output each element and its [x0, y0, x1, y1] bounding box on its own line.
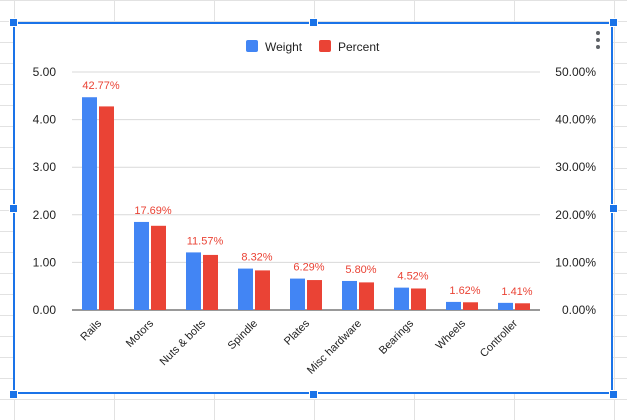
x-tick-label: Spindle — [226, 318, 260, 352]
data-label: 11.57% — [187, 235, 224, 247]
bar-percent[interactable] — [463, 302, 478, 310]
y-left-tick-label: 3.00 — [33, 160, 57, 174]
resize-handle-top-left[interactable] — [9, 18, 18, 27]
bar-weight[interactable] — [446, 301, 461, 310]
y-left-tick-label: 2.00 — [33, 208, 57, 222]
data-label: 1.41% — [501, 286, 532, 298]
y-right-tick-label: 10.00% — [555, 255, 596, 269]
resize-handle-middle-left[interactable] — [9, 204, 18, 213]
data-label: 17.69% — [134, 205, 172, 217]
resize-handle-bottom-right[interactable] — [609, 390, 618, 399]
legend-swatch — [319, 40, 331, 52]
bar-percent[interactable] — [411, 288, 426, 310]
legend-swatch — [246, 40, 258, 52]
bar-percent[interactable] — [359, 282, 374, 310]
data-label: 4.52% — [397, 271, 428, 283]
x-tick-label: Plates — [282, 317, 312, 347]
resize-handle-bottom-left[interactable] — [9, 390, 18, 399]
x-tick-label: Nuts & bolts — [158, 317, 209, 368]
legend-label[interactable]: Percent — [338, 40, 380, 54]
data-label: 5.80% — [345, 264, 376, 276]
bar-weight[interactable] — [238, 268, 253, 310]
y-right-tick-label: 40.00% — [555, 113, 596, 127]
bar-weight[interactable] — [394, 287, 409, 310]
y-left-tick-label: 0.00 — [33, 303, 57, 317]
bar-percent[interactable] — [203, 254, 218, 310]
y-right-tick-label: 30.00% — [555, 160, 596, 174]
y-right-tick-label: 20.00% — [555, 208, 596, 222]
y-right-tick-label: 0.00% — [562, 303, 596, 317]
axes: 0.00 0.00% 1.00 10.00% 2.00 20.00% 3.00 30.00% 4… — [33, 65, 597, 377]
x-tick-label: Misc hardware — [305, 318, 364, 377]
data-label: 1.62% — [449, 285, 480, 297]
gridlines — [72, 71, 540, 311]
bar-percent[interactable] — [307, 280, 322, 310]
legend[interactable]: Weight Percent — [246, 40, 380, 54]
resize-handle-top-center[interactable] — [309, 18, 318, 27]
bar-weight[interactable] — [82, 97, 97, 310]
bar-weight[interactable] — [342, 280, 357, 310]
x-tick-label: Bearings — [377, 317, 417, 357]
x-tick-label: Motors — [124, 317, 157, 350]
x-tick-label: Wheels — [434, 317, 469, 352]
bar-percent[interactable] — [151, 225, 166, 310]
y-right-tick-label: 50.00% — [555, 65, 596, 79]
x-tick-label: Rails — [78, 317, 104, 343]
bar-percent[interactable] — [255, 270, 270, 310]
bar-weight[interactable] — [290, 278, 305, 310]
y-left-tick-label: 1.00 — [33, 255, 57, 269]
data-labels: 42.77% 17.69% 11.57% 8.32% 6.29% 5.80% 4.52% 1.… — [82, 80, 532, 298]
y-left-tick-label: 5.00 — [33, 65, 57, 79]
resize-handle-top-right[interactable] — [609, 18, 618, 27]
resize-handle-middle-right[interactable] — [609, 204, 618, 213]
bar-weight[interactable] — [134, 221, 149, 310]
y-left-tick-label: 4.00 — [33, 113, 57, 127]
bar-weight[interactable] — [498, 302, 513, 310]
data-label: 6.29% — [293, 262, 324, 274]
data-label: 8.32% — [241, 252, 272, 264]
chart-menu-icon[interactable] — [592, 30, 604, 52]
bar-percent[interactable] — [99, 106, 114, 311]
bar-percent[interactable] — [515, 303, 530, 310]
resize-handle-bottom-center[interactable] — [309, 390, 318, 399]
bars — [82, 97, 530, 311]
x-tick-label: Controller — [478, 317, 520, 359]
data-label: 42.77% — [82, 80, 120, 92]
bar-weight[interactable] — [186, 252, 201, 310]
legend-label[interactable]: Weight — [265, 40, 303, 54]
